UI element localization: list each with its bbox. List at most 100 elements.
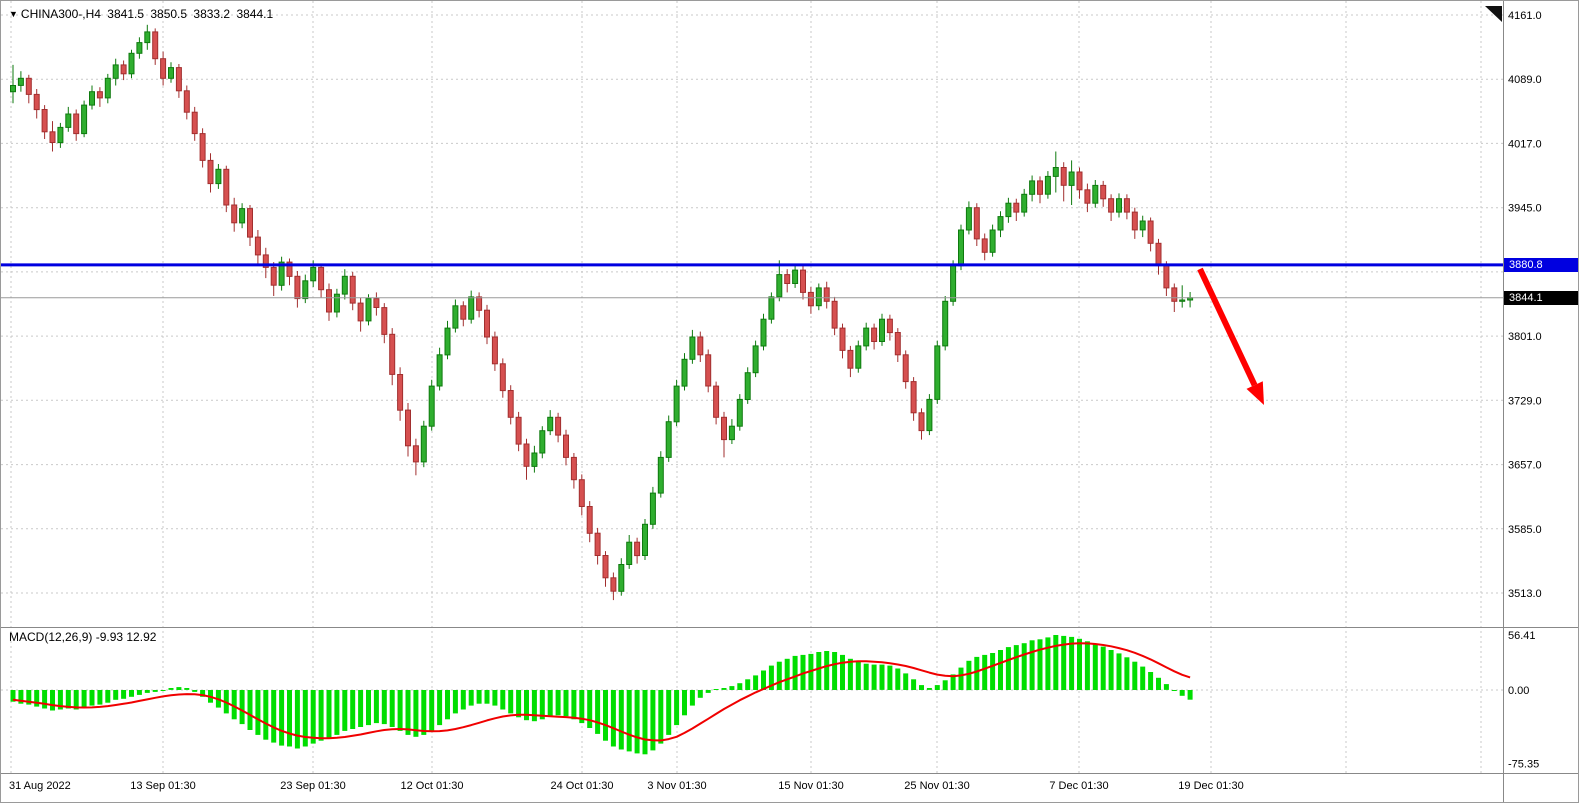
macd-histogram-bar bbox=[705, 690, 711, 693]
candle-body bbox=[578, 479, 585, 508]
macd-histogram-bar bbox=[658, 690, 664, 744]
candle-body bbox=[547, 416, 554, 432]
candle-body bbox=[1123, 198, 1130, 213]
candle-body bbox=[539, 430, 546, 454]
macd-histogram-bar bbox=[926, 688, 932, 690]
macd-histogram-bar bbox=[697, 690, 703, 698]
macd-histogram-bar bbox=[1140, 666, 1146, 690]
macd-histogram-bar bbox=[168, 688, 174, 690]
candle-body bbox=[468, 296, 475, 320]
macd-histogram-bar bbox=[745, 679, 751, 690]
macd-histogram-bar bbox=[492, 690, 498, 706]
macd-histogram-bar bbox=[847, 658, 853, 690]
macd-histogram-bar bbox=[287, 690, 292, 747]
macd-histogram-bar bbox=[1116, 653, 1122, 690]
candle-body bbox=[1155, 242, 1162, 267]
candle-body bbox=[476, 296, 483, 311]
candle-body bbox=[389, 333, 396, 375]
candle-body bbox=[175, 67, 182, 92]
candle-body bbox=[207, 159, 214, 185]
candle-body bbox=[1060, 167, 1067, 186]
macd-histogram-bar bbox=[373, 690, 379, 724]
candle-body bbox=[183, 90, 190, 113]
macd-histogram-bar bbox=[18, 690, 24, 704]
macd-histogram-bar bbox=[539, 690, 545, 720]
macd-histogram-bar bbox=[792, 655, 798, 690]
candle-body bbox=[515, 416, 522, 445]
candle-body bbox=[602, 555, 609, 579]
candle-body bbox=[768, 296, 775, 320]
candle-body bbox=[1076, 171, 1083, 191]
candle-body bbox=[365, 298, 372, 322]
macd-histogram-bar bbox=[334, 690, 340, 735]
candle-body bbox=[563, 434, 569, 458]
macd-histogram-bar bbox=[452, 690, 458, 714]
candle-body bbox=[507, 390, 514, 418]
candle-body bbox=[689, 336, 696, 360]
macd-histogram-bar bbox=[10, 690, 16, 702]
candle-body bbox=[910, 381, 917, 414]
candle-body bbox=[1084, 189, 1091, 204]
macd-histogram-bar bbox=[966, 660, 972, 691]
candle-body bbox=[958, 229, 964, 267]
trend-arrow-head[interactable] bbox=[1246, 381, 1265, 405]
macd-histogram-bar bbox=[816, 652, 822, 690]
candle-body bbox=[286, 261, 293, 277]
price-tick-label: 4161.0 bbox=[1508, 10, 1542, 22]
macd-histogram-bar bbox=[666, 690, 672, 735]
candle-body bbox=[879, 318, 885, 343]
candle-body bbox=[294, 275, 301, 300]
macd-histogram-bar bbox=[626, 690, 632, 752]
macd-histogram-bar bbox=[105, 690, 111, 703]
candle-body bbox=[10, 85, 16, 93]
candle-body bbox=[373, 298, 380, 309]
macd-histogram-bar bbox=[729, 686, 735, 690]
candle-body bbox=[215, 168, 222, 185]
candle-body bbox=[247, 208, 253, 238]
chart-shift-marker-icon[interactable] bbox=[1485, 6, 1502, 22]
candle-body bbox=[1037, 180, 1043, 195]
candle-body bbox=[1052, 167, 1059, 177]
trend-arrow-line[interactable] bbox=[1197, 267, 1258, 387]
ohlc-low: 3833.2 bbox=[193, 7, 231, 21]
macd-histogram-bar bbox=[1084, 641, 1090, 691]
macd-histogram-bar bbox=[950, 674, 956, 690]
candle-body bbox=[96, 91, 103, 99]
macd-histogram-bar bbox=[974, 656, 980, 690]
candle-body bbox=[649, 492, 656, 525]
candle-body bbox=[555, 416, 562, 436]
macd-histogram-bar bbox=[855, 661, 861, 690]
macd-histogram-bar bbox=[516, 690, 522, 718]
price-tick-label: 4089.0 bbox=[1508, 74, 1542, 86]
macd-histogram-bar bbox=[784, 658, 790, 690]
time-tick-label: 3 Nov 01:30 bbox=[647, 780, 706, 792]
candle-body bbox=[1179, 299, 1186, 302]
candle-body bbox=[152, 31, 159, 60]
macd-histogram-bar bbox=[832, 652, 838, 690]
macd-histogram-bar bbox=[1179, 690, 1185, 696]
candle-body bbox=[1100, 184, 1107, 200]
macd-histogram-bar bbox=[1156, 677, 1161, 690]
macd-histogram-bar bbox=[563, 690, 569, 717]
quick-trade-arrow-icon[interactable]: ▼ bbox=[9, 9, 18, 19]
macd-histogram-bar bbox=[279, 690, 285, 746]
macd-histogram-bar bbox=[397, 690, 403, 731]
candle-body bbox=[1013, 202, 1020, 213]
time-tick-label: 23 Sep 01:30 bbox=[280, 780, 345, 792]
candle-body bbox=[491, 336, 498, 365]
macd-histogram-bar bbox=[768, 665, 774, 690]
hline-price-badge: 3880.8 bbox=[1504, 258, 1578, 272]
macd-histogram-bar bbox=[840, 654, 845, 690]
macd-histogram-bar bbox=[737, 683, 743, 690]
time-tick-label: 13 Sep 01:30 bbox=[130, 780, 195, 792]
candle-body bbox=[484, 309, 490, 338]
candle-body bbox=[800, 269, 806, 293]
candle-body bbox=[934, 345, 941, 400]
candle-body bbox=[1108, 198, 1115, 213]
macd-histogram-bar bbox=[1069, 636, 1075, 690]
macd-histogram-bar bbox=[1171, 690, 1177, 691]
macd-histogram-bar bbox=[389, 690, 395, 727]
candle-body bbox=[412, 445, 419, 463]
candle-body bbox=[41, 109, 48, 133]
